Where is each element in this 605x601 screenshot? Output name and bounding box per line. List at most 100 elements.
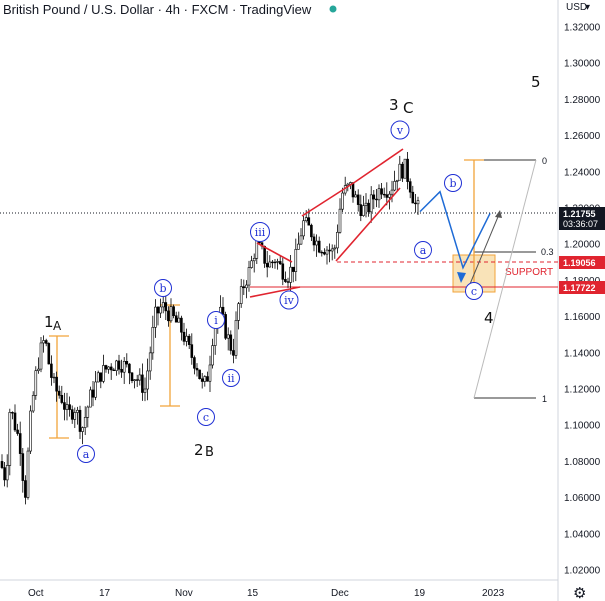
- candle: [299, 228, 303, 245]
- wave-label-4: 4: [484, 309, 494, 327]
- y-tick-label: 1.28000: [564, 95, 601, 106]
- candle: [94, 370, 97, 401]
- candle: [81, 426, 84, 445]
- currency-dropdown-icon[interactable]: ▾: [585, 2, 590, 13]
- candle: [273, 258, 277, 269]
- candle: [138, 368, 142, 386]
- red-trend-lines: [249, 148, 404, 298]
- svg-text:1.21755: 1.21755: [563, 209, 596, 219]
- candle: [325, 246, 329, 265]
- candle: [242, 279, 246, 295]
- candle: [398, 155, 402, 181]
- y-tick-label: 1.24000: [564, 167, 601, 178]
- candle: [281, 257, 285, 286]
- candle: [151, 315, 155, 360]
- candle: [112, 367, 116, 372]
- candle: [286, 277, 290, 288]
- candle: [276, 258, 279, 270]
- candle: [304, 210, 308, 223]
- candle: [369, 186, 373, 223]
- y-tick-label: 1.26000: [564, 131, 601, 142]
- level-price-tag-b: 1.17722: [559, 281, 605, 294]
- gear-icon[interactable]: ⚙: [573, 584, 586, 601]
- candle: [130, 372, 134, 384]
- candle: [245, 280, 248, 299]
- svg-text:a: a: [420, 244, 427, 257]
- candle: [208, 355, 212, 393]
- x-tick-label: 17: [99, 588, 111, 599]
- x-tick-label: Dec: [331, 588, 349, 599]
- candle: [232, 338, 235, 364]
- candlestick-series: [0, 151, 420, 505]
- candle: [234, 311, 238, 359]
- candle: [198, 369, 201, 380]
- candle: [187, 333, 191, 350]
- circled-wave-b-2: b: [444, 174, 462, 192]
- circled-wave-b-1: b: [154, 279, 172, 297]
- candle: [24, 475, 27, 505]
- y-tick-label: 1.12000: [564, 385, 601, 396]
- candle: [182, 322, 186, 346]
- candle: [21, 447, 25, 493]
- candle: [401, 161, 404, 182]
- circled-wave-c-2: c: [465, 282, 483, 300]
- candle: [76, 406, 79, 425]
- candle: [367, 199, 370, 217]
- orange-measure-lines: [49, 159, 484, 439]
- level-price-tag-a: 1.19056: [559, 256, 605, 269]
- candle: [195, 363, 199, 377]
- wave-label-B: B: [205, 445, 214, 460]
- circled-wave-v: v: [390, 120, 410, 140]
- candle: [78, 405, 82, 439]
- svg-text:c: c: [203, 411, 209, 424]
- y-tick-label: 1.16000: [564, 312, 601, 323]
- svg-text:03:36:07: 03:36:07: [563, 219, 598, 229]
- candle: [393, 170, 396, 192]
- candle: [8, 408, 12, 476]
- svg-text:i: i: [214, 314, 218, 327]
- candle: [63, 392, 66, 421]
- candle: [372, 190, 376, 210]
- support-label: SUPPORT: [505, 267, 553, 278]
- wave-label-C: C: [403, 99, 413, 117]
- candle: [133, 379, 136, 389]
- svg-text:a: a: [83, 448, 90, 461]
- candle: [278, 255, 282, 266]
- candle: [190, 333, 194, 365]
- last-price-tag: 1.21755 03:36:07: [559, 207, 605, 230]
- fib-label-0: 0: [542, 156, 547, 166]
- candle: [96, 370, 100, 383]
- x-tick-label: 2023: [482, 588, 505, 599]
- candle: [310, 223, 313, 241]
- candle: [211, 338, 214, 369]
- candle: [302, 216, 305, 240]
- candle: [169, 298, 173, 323]
- candle: [315, 234, 318, 257]
- candle: [200, 372, 204, 389]
- candle: [359, 194, 363, 222]
- candle: [70, 405, 74, 424]
- candle: [268, 255, 272, 268]
- circled-wave-iv: iv: [279, 290, 299, 310]
- candle: [128, 363, 131, 385]
- wave-label-2: 2: [194, 441, 204, 459]
- candle: [122, 357, 126, 384]
- candle: [11, 411, 14, 420]
- y-tick-label: 1.08000: [564, 457, 601, 468]
- candle: [375, 188, 378, 208]
- svg-text:iv: iv: [284, 294, 295, 307]
- y-tick-label: 1.20000: [564, 240, 601, 251]
- candle: [117, 354, 121, 375]
- candle: [341, 187, 344, 213]
- candle: [317, 236, 321, 254]
- candle: [174, 311, 178, 323]
- candle: [34, 366, 38, 400]
- candle: [180, 315, 183, 341]
- candle: [148, 346, 152, 380]
- candle: [115, 359, 118, 376]
- candle: [52, 373, 56, 384]
- candle: [224, 311, 227, 340]
- candle: [47, 342, 51, 365]
- candle: [297, 232, 300, 250]
